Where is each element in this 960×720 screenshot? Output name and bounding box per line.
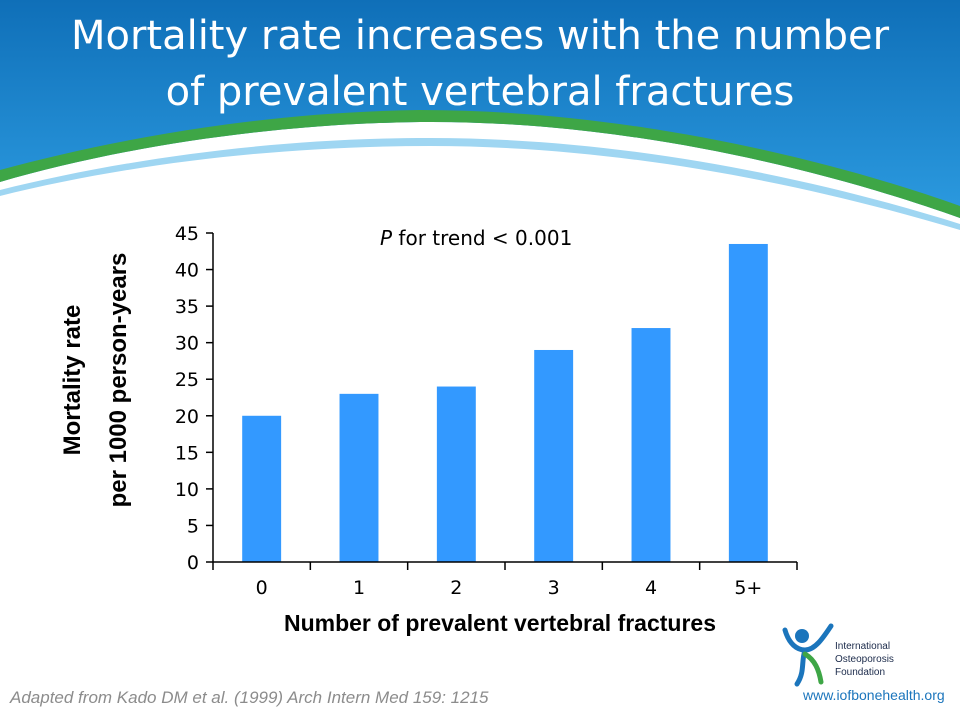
y-tick-label: 40 [175, 260, 199, 282]
bar-0 [242, 415, 282, 562]
y-tick-label: 0 [187, 552, 199, 574]
x-tick-label: 1 [353, 577, 365, 599]
bar-4 [631, 328, 671, 562]
y-tick-label: 15 [175, 442, 199, 464]
y-tick-label: 25 [175, 369, 199, 391]
iof-logo: International Osteoporosis Foundation ww… [775, 620, 955, 715]
logo-line-1: International [835, 641, 891, 652]
bar-5+ [728, 243, 768, 562]
y-tick-label: 20 [175, 406, 199, 428]
logo-line-2: Osteoporosis [835, 654, 894, 665]
y-tick-label: 30 [175, 333, 199, 355]
source-citation: Adapted from Kado DM et al. (1999) Arch … [10, 688, 489, 707]
trend-annotation: P for trend < 0.001 [380, 226, 572, 250]
y-tick-label: 5 [187, 515, 199, 537]
bar-1 [339, 393, 379, 562]
y-tick-label: 35 [175, 296, 199, 318]
y-axis-label-line-2: per 1000 person-years [105, 252, 132, 508]
header-banner [0, 0, 960, 230]
annotation-p: P [380, 226, 393, 250]
x-axis-label: Number of prevalent vertebral fractures [283, 610, 717, 636]
title-line-2: of prevalent vertebral fractures [165, 69, 795, 115]
annotation-text: for trend < 0.001 [392, 226, 573, 250]
title-line-1: Mortality rate increases with the number [70, 13, 890, 59]
x-tick-label: 3 [548, 577, 560, 599]
y-axis-label: Mortality rate per 1000 person-years [50, 220, 180, 540]
x-tick-label: 0 [256, 577, 268, 599]
slide-title: Mortality rate increases with the number… [0, 8, 960, 120]
x-tick-label: 2 [450, 577, 462, 599]
logo-line-3: Foundation [835, 667, 886, 678]
logo-url[interactable]: www.iofbonehealth.org [803, 687, 945, 703]
x-tick-label: 4 [645, 577, 657, 599]
x-tick-label: 5+ [734, 577, 762, 599]
iof-figure-icon [782, 623, 834, 687]
y-tick-label: 45 [175, 223, 199, 245]
bar-3 [534, 349, 574, 562]
y-axis-label-line-1: Mortality rate [59, 304, 86, 456]
y-tick-label: 10 [175, 479, 199, 501]
bar-2 [436, 386, 476, 562]
